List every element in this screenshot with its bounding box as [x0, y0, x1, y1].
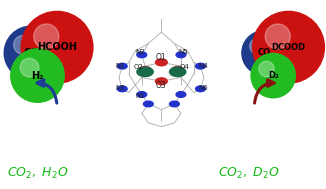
Circle shape: [156, 78, 167, 85]
Circle shape: [137, 67, 153, 77]
Ellipse shape: [242, 31, 286, 75]
Circle shape: [139, 67, 151, 73]
Ellipse shape: [4, 26, 58, 80]
Text: HCOOH: HCOOH: [37, 42, 77, 52]
Ellipse shape: [21, 11, 93, 83]
Circle shape: [196, 86, 205, 92]
Circle shape: [170, 101, 179, 107]
Ellipse shape: [11, 49, 64, 102]
Circle shape: [117, 86, 127, 92]
Ellipse shape: [251, 53, 295, 98]
Text: O1: O1: [156, 53, 167, 62]
Circle shape: [170, 67, 186, 77]
Circle shape: [176, 52, 186, 58]
Text: N4: N4: [198, 63, 208, 69]
Ellipse shape: [14, 36, 32, 54]
Circle shape: [117, 63, 127, 69]
Text: N2: N2: [135, 49, 145, 55]
Ellipse shape: [250, 39, 265, 54]
Text: $\mathit{CO_2,\ H_2O}$: $\mathit{CO_2,\ H_2O}$: [7, 166, 68, 181]
Circle shape: [143, 101, 153, 107]
Ellipse shape: [20, 58, 39, 77]
Circle shape: [196, 63, 205, 69]
Circle shape: [172, 67, 184, 73]
Text: O3: O3: [156, 81, 167, 91]
Text: $\mathit{CO_2,\ D_2O}$: $\mathit{CO_2,\ D_2O}$: [218, 166, 280, 181]
Text: D₂: D₂: [268, 71, 278, 80]
Ellipse shape: [253, 11, 324, 83]
Text: N5: N5: [178, 49, 188, 55]
Ellipse shape: [265, 24, 290, 49]
Text: N3: N3: [115, 85, 125, 91]
Circle shape: [137, 52, 147, 58]
Text: CO: CO: [23, 48, 39, 58]
Ellipse shape: [259, 61, 274, 77]
Text: CO: CO: [258, 48, 271, 57]
Text: N6: N6: [198, 85, 208, 91]
Text: DCOOD: DCOOD: [272, 43, 305, 52]
Ellipse shape: [34, 24, 59, 49]
Text: O4: O4: [179, 64, 189, 70]
Text: N1: N1: [115, 63, 125, 69]
Text: H₂: H₂: [31, 71, 44, 81]
Text: N1: N1: [135, 93, 145, 99]
Text: O2: O2: [134, 64, 143, 70]
Circle shape: [176, 92, 186, 97]
Circle shape: [137, 92, 147, 97]
Circle shape: [156, 59, 167, 66]
